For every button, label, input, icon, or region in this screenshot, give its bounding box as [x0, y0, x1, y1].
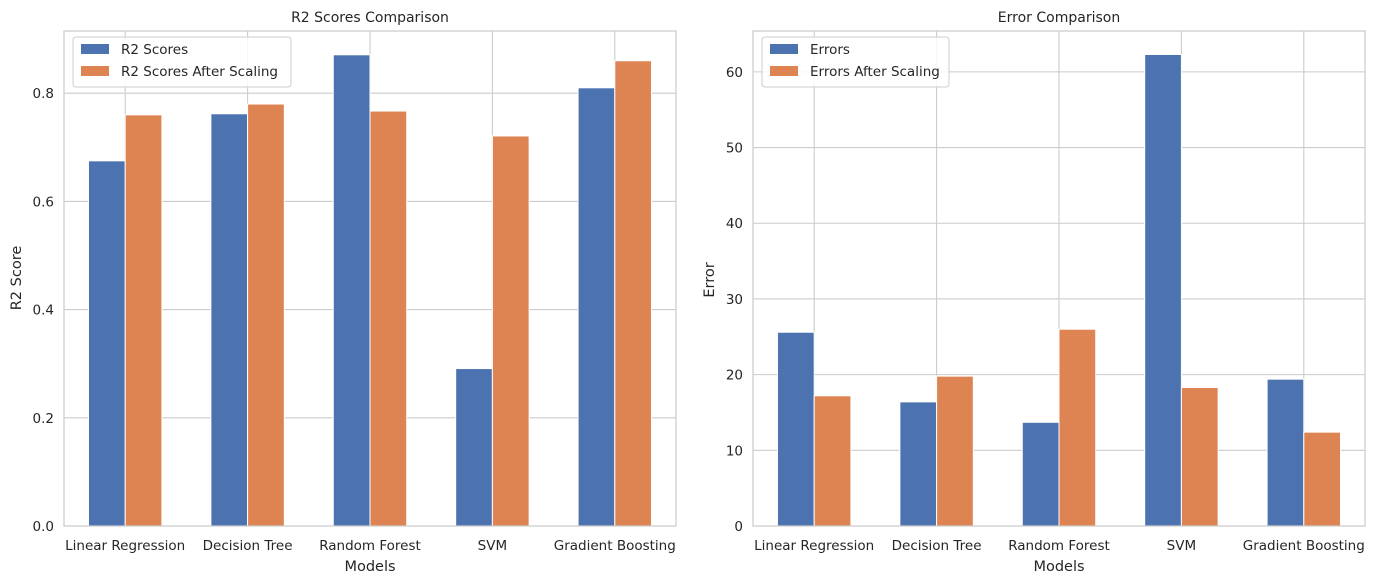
error-y-tick-label: 60	[726, 65, 743, 81]
error-legend-frame	[761, 36, 950, 88]
r2-legend: R2 Scores R2 Scores After Scaling	[72, 36, 292, 88]
error-bar-errors-random-forest	[1021, 421, 1060, 527]
error-bar-errors-decision-tree	[899, 401, 938, 527]
r2-bar-r2-scores-linear-regression	[87, 160, 126, 527]
r2-bar-r2-scores-after-scaling-random-forest	[369, 110, 408, 527]
r2-bar-r2-scores-decision-tree	[210, 113, 249, 527]
error-y-tick-label: 0	[734, 519, 743, 535]
error-bar-errors-after-scaling-gradient-boosting	[1303, 431, 1342, 527]
error-y-tick-label: 50	[726, 141, 743, 157]
error-bars	[776, 53, 1342, 527]
error-x-tick-label-svm: SVM	[1167, 538, 1196, 554]
error-bar-errors-linear-regression	[776, 331, 815, 527]
r2-x-ticks: Linear Regression Decision Tree Random For…	[65, 538, 676, 554]
r2-legend-frame	[72, 36, 292, 88]
r2-x-tick-label-decision-tree: Decision Tree	[203, 538, 293, 554]
error-y-tick-label: 30	[726, 292, 743, 308]
r2-legend-label-r2-scores: R2 Scores	[121, 42, 188, 58]
r2-y-tick-label: 0.0	[33, 519, 54, 535]
r2-bars	[87, 54, 653, 527]
error-plot-frame	[752, 30, 1366, 527]
error-y-tick-label: 10	[726, 443, 743, 459]
r2-y-axis-label: R2 Score	[9, 246, 25, 311]
error-legend-label-errors: Errors	[810, 42, 850, 58]
r2-legend-swatch-r2-scores-after-scaling	[81, 66, 109, 76]
r2-chart-panel: 0.0 0.2 0.4 0.6 0.8 Linear Regression Decisio…	[9, 10, 677, 575]
error-legend-swatch-errors	[770, 44, 798, 54]
r2-bar-r2-scores-after-scaling-svm	[491, 135, 530, 527]
error-chart-title: Error Comparison	[998, 10, 1120, 26]
r2-x-axis-label: Models	[344, 559, 395, 575]
r2-x-tick-label-svm: SVM	[478, 538, 507, 554]
r2-chart-title: R2 Scores Comparison	[291, 10, 449, 26]
error-x-tick-label-gradient-boosting: Gradient Boosting	[1243, 538, 1365, 554]
error-bar-errors-after-scaling-linear-regression	[813, 395, 852, 527]
r2-plot-frame	[63, 30, 677, 527]
error-y-ticks: 0 10 20 30 40 50 60	[726, 65, 743, 535]
error-x-tick-label-random-forest: Random Forest	[1008, 538, 1110, 554]
r2-bar-r2-scores-after-scaling-linear-regression	[124, 114, 163, 527]
r2-y-ticks: 0.0 0.2 0.4 0.6 0.8	[33, 86, 54, 535]
r2-x-tick-label-random-forest: Random Forest	[319, 538, 421, 554]
r2-y-tick-label: 0.6	[33, 194, 54, 210]
error-bar-errors-gradient-boosting	[1266, 378, 1305, 527]
error-chart-panel: 0 10 20 30 40 50 60 Linear Regression Decision …	[702, 10, 1366, 575]
error-x-axis-label: Models	[1033, 559, 1084, 575]
error-y-tick-label: 20	[726, 368, 743, 384]
error-legend: Errors Errors After Scaling	[761, 36, 950, 88]
r2-y-tick-label: 0.4	[33, 303, 54, 319]
error-legend-label-errors-after-scaling: Errors After Scaling	[810, 64, 940, 80]
r2-x-tick-label-gradient-boosting: Gradient Boosting	[554, 538, 676, 554]
r2-y-tick-label: 0.2	[33, 411, 54, 427]
r2-x-tick-label-linear-regression: Linear Regression	[65, 538, 185, 554]
error-x-tick-label-linear-regression: Linear Regression	[754, 538, 874, 554]
error-bar-errors-after-scaling-svm	[1180, 386, 1219, 527]
error-legend-swatch-errors-after-scaling	[770, 66, 798, 76]
error-y-tick-label: 40	[726, 216, 743, 232]
r2-bar-r2-scores-random-forest	[332, 54, 371, 527]
error-bar-errors-after-scaling-decision-tree	[936, 375, 974, 527]
r2-legend-swatch-r2-scores	[81, 44, 109, 54]
r2-bar-r2-scores-gradient-boosting	[577, 87, 616, 527]
error-bar-errors-svm	[1144, 53, 1182, 527]
r2-y-tick-label: 0.8	[33, 86, 54, 102]
error-x-tick-label-decision-tree: Decision Tree	[892, 538, 982, 554]
error-y-axis-label: Error	[702, 262, 718, 297]
error-bar-errors-after-scaling-random-forest	[1058, 328, 1097, 527]
error-x-ticks: Linear Regression Decision Tree Random For…	[754, 538, 1365, 554]
r2-legend-label-r2-scores-after-scaling: R2 Scores After Scaling	[121, 64, 278, 80]
r2-bar-r2-scores-after-scaling-decision-tree	[247, 103, 285, 527]
r2-bar-r2-scores-after-scaling-gradient-boosting	[614, 60, 653, 527]
r2-bar-r2-scores-svm	[455, 368, 493, 527]
